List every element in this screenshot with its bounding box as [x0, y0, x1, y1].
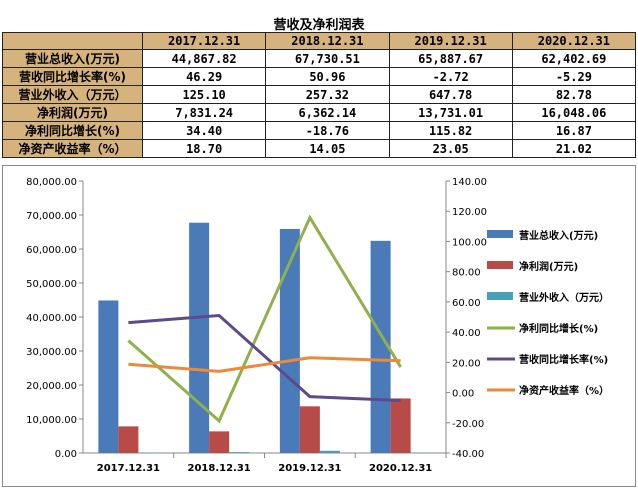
row-label: 营业总收入(万元): [3, 50, 143, 68]
y-tick-label-left: 20,000.00: [26, 381, 77, 392]
table-cell: 18.70: [143, 140, 266, 158]
header-cell: 2017.12.31: [143, 33, 266, 50]
table-header-row: 2017.12.31 2018.12.31 2019.12.31 2020.12…: [3, 33, 636, 50]
x-tick-label: 2018.12.31: [187, 463, 250, 474]
table-cell: 82.78: [512, 86, 635, 104]
chart-area: 0.00 10,000.00 20,000.00 30,000.00 40,000.00…: [2, 165, 636, 487]
table-cell: 62,402.69: [512, 50, 635, 68]
series-line: [128, 358, 400, 372]
bar: [209, 431, 229, 453]
y-tick-label-left: 30,000.00: [26, 347, 77, 358]
legend-swatch: [487, 261, 513, 269]
table-cell: 67,730.51: [266, 50, 389, 68]
bar: [189, 223, 209, 453]
table-title: 营收及净利润表: [0, 14, 638, 33]
row-label: 营业外收入（万元）: [3, 86, 143, 104]
y-tick-label-left: 40,000.00: [26, 313, 77, 324]
table-cell: 44,867.82: [143, 50, 266, 68]
table-cell: 647.78: [389, 86, 512, 104]
table-cell: 65,887.67: [389, 50, 512, 68]
row-label: 营收同比增长率(%): [3, 68, 143, 86]
x-tick-label: 2019.12.31: [278, 463, 341, 474]
legend-label: 净利润(万元): [519, 260, 578, 273]
bar: [98, 300, 118, 453]
table-cell: 14.05: [266, 140, 389, 158]
table-cell: -18.76: [266, 122, 389, 140]
table-cell: 21.02: [512, 140, 635, 158]
header-cell: 2019.12.31: [389, 33, 512, 50]
table-cell: 7,831.24: [143, 104, 266, 122]
y-tick-label-right: 80.00: [452, 268, 481, 279]
table-cell: 50.96: [266, 68, 389, 86]
legend-swatch: [487, 230, 513, 238]
table-cell: 115.82: [389, 122, 512, 140]
header-cell: 2018.12.31: [266, 33, 389, 50]
y-tick-label-right: 60.00: [452, 298, 481, 309]
bar: [118, 426, 138, 453]
table-cell: 6,362.14: [266, 104, 389, 122]
y-tick-label-right: 100.00: [452, 237, 487, 248]
bar: [229, 452, 249, 453]
table-cell: -2.72: [389, 68, 512, 86]
table-cell: 46.29: [143, 68, 266, 86]
legend-label: 营业外收入（万元）: [519, 291, 609, 304]
y-tick-label-left: 50,000.00: [26, 279, 77, 290]
x-tick-label: 2017.12.31: [97, 463, 160, 474]
table-cell: -5.29: [512, 68, 635, 86]
table-cell: 16,048.06: [512, 104, 635, 122]
table-cell: 34.40: [143, 122, 266, 140]
row-label: 净资产收益率（%）: [3, 140, 143, 158]
y-tick-label-left: 80,000.00: [26, 177, 77, 188]
y-tick-label-left: 10,000.00: [26, 415, 77, 426]
y-tick-label-left: 70,000.00: [26, 211, 77, 222]
legend-label: 净资产收益率（%）: [519, 384, 609, 397]
y-tick-label-right: 120.00: [452, 207, 487, 218]
header-cell: [3, 33, 143, 50]
bar: [320, 451, 340, 453]
legend-label: 营收同比增长率(%): [519, 353, 608, 366]
y-tick-label-left: 60,000.00: [26, 245, 77, 256]
legend-label: 营业总收入(万元): [519, 229, 598, 242]
table-cell: 13,731.01: [389, 104, 512, 122]
table-cell: 125.10: [143, 86, 266, 104]
table-cell: 16.87: [512, 122, 635, 140]
y-tick-label-right: 20.00: [452, 358, 481, 369]
y-tick-label-right: 40.00: [452, 328, 481, 339]
table-cell: 23.05: [389, 140, 512, 158]
header-cell: 2020.12.31: [512, 33, 635, 50]
table-cell: 257.32: [266, 86, 389, 104]
bar: [391, 398, 411, 453]
y-tick-label-right: -40.00: [452, 449, 484, 460]
row-label: 净利同比增长(%): [3, 122, 143, 140]
y-tick-label-right: -20.00: [452, 419, 484, 430]
legend-swatch: [487, 292, 513, 300]
y-tick-label-right: 0.00: [452, 389, 474, 400]
y-tick-label-left: 0.00: [55, 449, 77, 460]
combo-chart: 0.00 10,000.00 20,000.00 30,000.00 40,000.00…: [3, 166, 635, 486]
x-tick-label: 2020.12.31: [369, 463, 432, 474]
bar: [300, 406, 320, 453]
y-tick-label-right: 140.00: [452, 177, 487, 188]
legend-label: 净利同比增长(%): [519, 322, 598, 335]
financial-table: 2017.12.31 2018.12.31 2019.12.31 2020.12…: [2, 32, 636, 158]
row-label: 净利润(万元): [3, 104, 143, 122]
